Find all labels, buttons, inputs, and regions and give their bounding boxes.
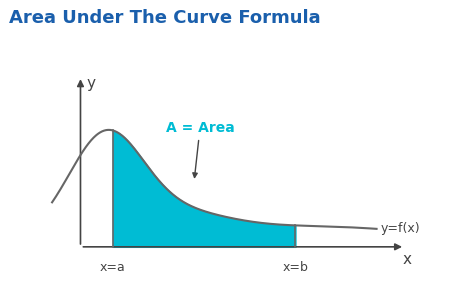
Text: Area Under The Curve Formula: Area Under The Curve Formula — [9, 9, 321, 27]
Text: A = Area: A = Area — [165, 121, 235, 177]
Text: x=b: x=b — [283, 260, 309, 274]
Text: x: x — [402, 252, 411, 267]
Text: y: y — [86, 76, 95, 91]
Text: y=f(x): y=f(x) — [381, 222, 420, 235]
Text: x=a: x=a — [100, 260, 126, 274]
